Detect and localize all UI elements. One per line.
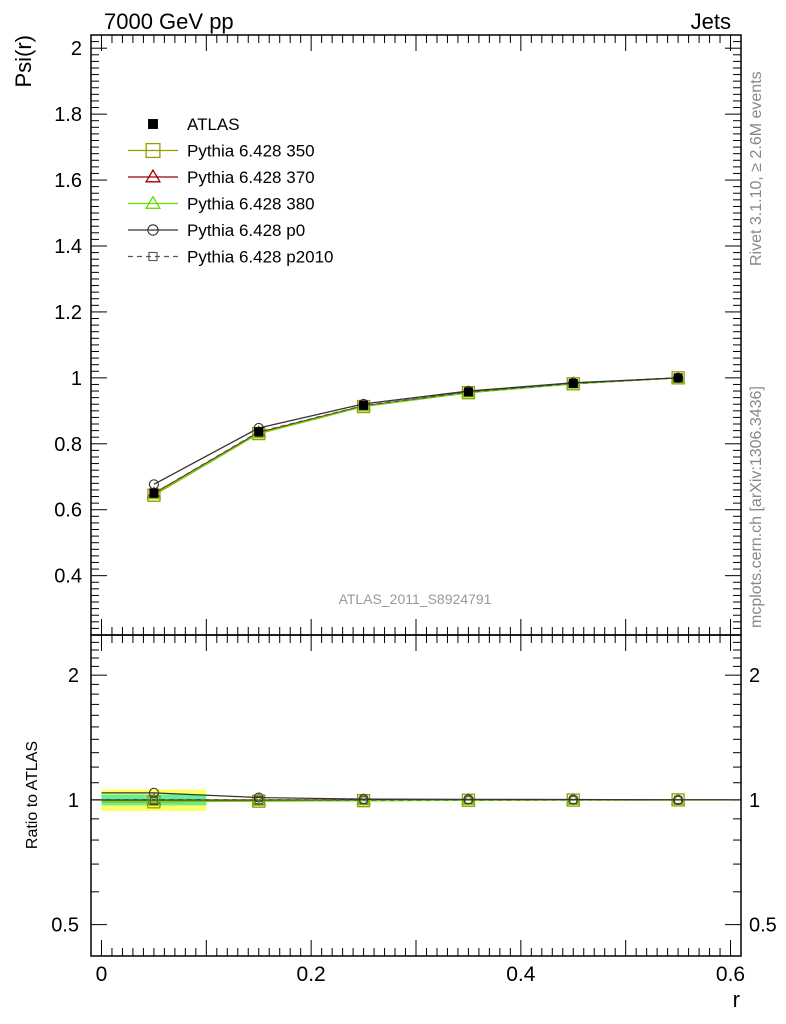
y-tick-label: 2 <box>71 38 82 60</box>
y-tick-label: 0.4 <box>54 566 82 588</box>
ratio-series-4-point <box>463 794 474 805</box>
ratio-series-4-point <box>673 794 684 805</box>
ratio-tick-label-left: 1 <box>68 790 79 812</box>
x-tick-label: 0 <box>96 963 108 986</box>
y-tick-label: 1.6 <box>54 170 82 192</box>
legend: ATLAS Pythia 6.428 350 Pythia 6.428 370 Pyt… <box>128 115 334 267</box>
mcplots-label: mcplots.cern.ch [arXiv:1306.3436] <box>748 386 765 628</box>
legend-marker-3 <box>144 195 162 209</box>
legend-marker-0 <box>148 119 158 129</box>
legend-label-5: Pythia 6.428 p2010 <box>187 248 334 267</box>
ratio-series-4-point <box>253 792 264 803</box>
ratio-tick-label-left: 0.5 <box>51 915 79 937</box>
series-0-point <box>673 373 683 383</box>
series-3-line <box>153 377 679 496</box>
y-tick-label: 1.2 <box>54 302 82 324</box>
legend-label-0: ATLAS <box>187 115 240 134</box>
ratio-tick-label-right: 1 <box>749 790 760 812</box>
legend-marker-2 <box>144 168 162 183</box>
y-tick-label: 0.6 <box>54 500 82 522</box>
series-0-point <box>568 378 578 388</box>
series-2-line <box>153 377 679 495</box>
rivet-version-label: Rivet 3.1.10, ≥ 2.6M events <box>748 71 765 266</box>
ratio-series-4-line <box>101 792 731 801</box>
x-tick-label: 0.6 <box>716 963 745 986</box>
series-5-line <box>153 377 679 494</box>
ratio-y-axis-label: Ratio to ATLAS <box>24 741 41 849</box>
ratio-series-4-point <box>148 787 159 798</box>
legend-label-2: Pythia 6.428 370 <box>187 168 315 187</box>
main-plot: 0.4 0.6 0.8 1 1.2 1.4 1.6 1.8 2 <box>54 34 742 636</box>
ratio-series-4-point <box>568 794 579 805</box>
y-tick-label: 1 <box>71 368 82 390</box>
y-tick-label: 0.8 <box>54 434 82 456</box>
series-0-point <box>254 427 264 437</box>
series-0-point <box>463 387 473 397</box>
legend-label-1: Pythia 6.428 350 <box>187 142 315 161</box>
legend-marker-4 <box>147 224 159 236</box>
series-0-point <box>359 400 369 410</box>
analysis-id-label: ATLAS_2011_S8924791 <box>339 591 492 607</box>
legend-marker-5 <box>148 251 158 262</box>
ratio-plot: 0 0.2 0.4 0.6 0.5 0.5 1 1 2 2 <box>51 634 777 986</box>
legend-label-3: Pythia 6.428 380 <box>187 195 315 214</box>
y-axis-label: Psi(r) <box>11 35 36 88</box>
header-energy-label: 7000 GeV pp <box>104 9 234 34</box>
ratio-tick-label-right: 0.5 <box>749 915 777 937</box>
legend-marker-1 <box>145 142 161 159</box>
series-0-point <box>149 488 159 498</box>
ratio-tick-label-right: 2 <box>749 665 760 687</box>
x-axis-label: r <box>733 987 740 1012</box>
ratio-series-4-point <box>358 794 369 805</box>
ratio-tick-label-left: 2 <box>68 665 79 687</box>
legend-label-4: Pythia 6.428 p0 <box>187 221 305 240</box>
ratio-series-5-point <box>149 796 158 805</box>
series-1-line <box>153 377 679 496</box>
y-tick-label: 1.8 <box>54 104 82 126</box>
x-tick-label: 0.2 <box>297 963 326 986</box>
y-tick-label: 1.4 <box>54 236 82 258</box>
header-process-label: Jets <box>691 9 731 34</box>
series-4-line <box>153 377 679 485</box>
x-tick-label: 0.4 <box>506 963 536 986</box>
